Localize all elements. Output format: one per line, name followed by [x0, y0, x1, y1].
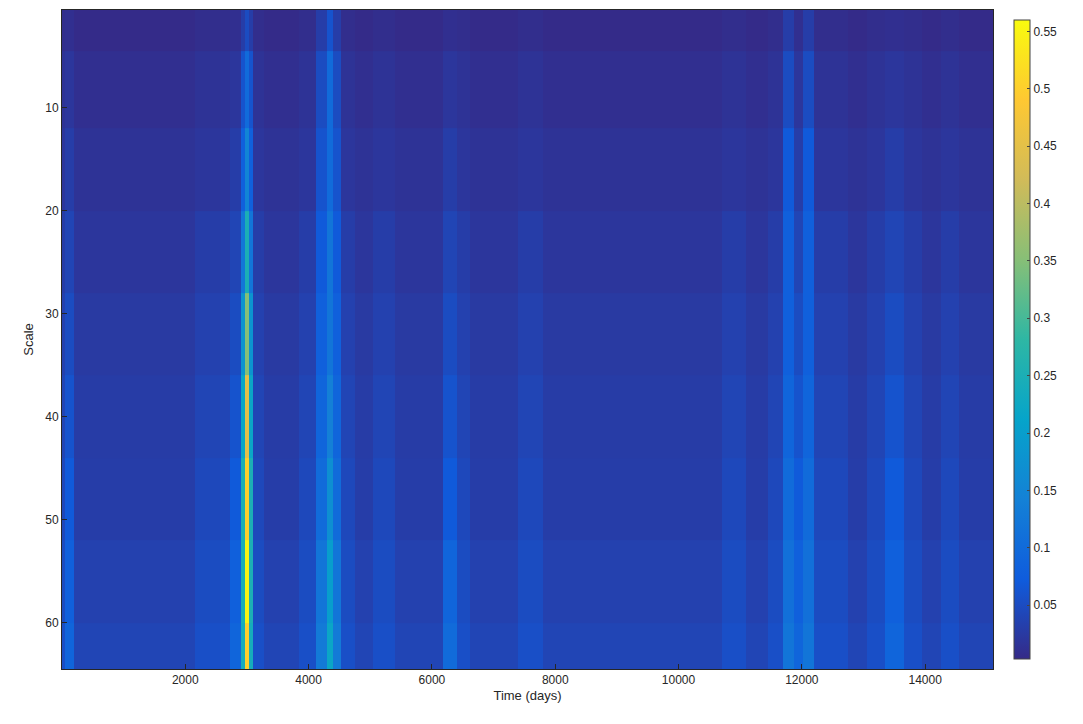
- svg-text:0.2: 0.2: [1033, 426, 1050, 440]
- svg-text:10: 10: [45, 101, 59, 115]
- svg-text:0.3: 0.3: [1033, 311, 1050, 325]
- svg-text:8000: 8000: [542, 673, 569, 687]
- svg-text:0.1: 0.1: [1033, 541, 1050, 555]
- svg-text:30: 30: [45, 307, 59, 321]
- svg-text:0.25: 0.25: [1033, 369, 1057, 383]
- svg-text:0.5: 0.5: [1033, 82, 1050, 96]
- svg-text:0.4: 0.4: [1033, 197, 1050, 211]
- svg-text:0.45: 0.45: [1033, 139, 1057, 153]
- svg-text:50: 50: [45, 513, 59, 527]
- svg-text:20: 20: [45, 204, 59, 218]
- svg-text:10000: 10000: [662, 673, 696, 687]
- svg-text:14000: 14000: [908, 673, 942, 687]
- svg-text:0.15: 0.15: [1033, 484, 1057, 498]
- svg-text:12000: 12000: [785, 673, 819, 687]
- svg-text:0.35: 0.35: [1033, 254, 1057, 268]
- svg-text:40: 40: [45, 410, 59, 424]
- svg-text:0.05: 0.05: [1033, 598, 1057, 612]
- svg-text:60: 60: [45, 616, 59, 630]
- svg-text:6000: 6000: [419, 673, 446, 687]
- svg-text:Scale: Scale: [21, 323, 36, 356]
- svg-text:0.55: 0.55: [1033, 25, 1057, 39]
- svg-text:4000: 4000: [295, 673, 322, 687]
- svg-text:2000: 2000: [172, 673, 199, 687]
- svg-text:Time (days): Time (days): [493, 688, 561, 703]
